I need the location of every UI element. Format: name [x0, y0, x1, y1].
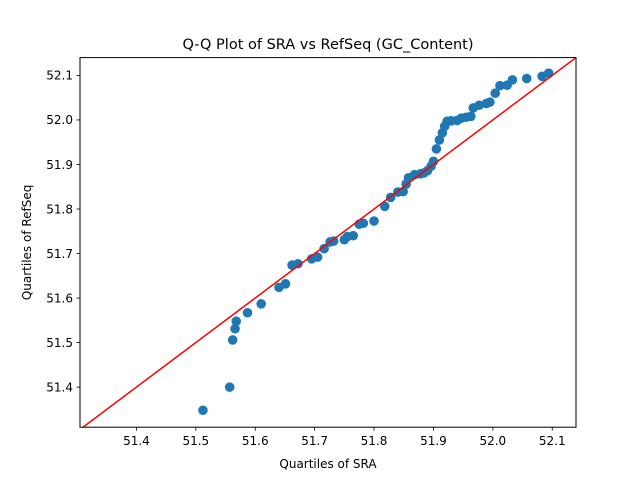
y-tick-label-5: 51.9	[46, 158, 73, 172]
data-point-2	[227, 335, 238, 345]
data-point-4	[231, 316, 242, 327]
data-point-52	[521, 73, 532, 84]
x-tick-label-0: 51.4	[123, 434, 150, 448]
data-point-43	[466, 111, 476, 122]
y-tick-label-6: 52.0	[46, 113, 73, 127]
data-point-21	[369, 216, 379, 226]
plot-frame	[79, 57, 577, 428]
y-tick-label-7: 52.1	[46, 69, 73, 83]
x-tick-label-2: 51.6	[242, 434, 269, 448]
data-point-48	[490, 88, 501, 99]
data-point-6	[256, 299, 266, 309]
data-point-51	[507, 75, 518, 85]
x-tick-label-1: 51.5	[182, 434, 209, 448]
data-point-22	[379, 201, 390, 212]
x-axis-ticks: 51.4 51.5 51.6 51.7 51.8 51.9 52.0 52.1	[123, 427, 566, 448]
y-tick-label-3: 51.7	[46, 247, 73, 261]
y-tick-label-2: 51.6	[46, 291, 73, 305]
y-tick-label-4: 51.8	[46, 202, 73, 216]
data-point-34	[431, 144, 442, 154]
data-point-15	[328, 236, 339, 246]
data-point-54	[543, 68, 554, 78]
x-tick-label-5: 51.9	[420, 434, 447, 448]
data-point-10	[293, 258, 303, 269]
x-tick-label-4: 51.8	[361, 434, 388, 448]
reference-line-group	[81, 57, 576, 428]
data-point-3	[230, 323, 240, 334]
x-axis-label: Quartiles of SRA	[279, 457, 377, 471]
data-point-5	[242, 307, 253, 318]
x-tick-label-7: 52.1	[539, 434, 566, 448]
data-point-47	[485, 97, 495, 107]
data-point-18	[348, 230, 359, 241]
y-tick-label-1: 51.5	[46, 336, 73, 350]
chart-title: Q-Q Plot of SRA vs RefSeq (GC_Content)	[182, 37, 473, 53]
data-point-13	[319, 243, 329, 254]
data-point-12	[312, 252, 323, 262]
data-point-0	[198, 405, 208, 416]
data-point-20	[358, 218, 369, 229]
x-tick-label-6: 52.0	[479, 434, 506, 448]
y-axis-ticks: 51.4 51.5 51.6 51.7 51.8 51.9 52.0 52.1	[46, 69, 80, 394]
data-point-49	[495, 80, 505, 91]
data-point-1	[224, 382, 235, 392]
reference-line	[81, 57, 576, 428]
data-point-8	[280, 279, 291, 289]
y-tick-label-0: 51.4	[46, 380, 73, 394]
y-axis-label: Quartiles of RefSeq	[20, 185, 34, 301]
data-point-33	[428, 156, 439, 167]
x-tick-label-3: 51.7	[301, 434, 328, 448]
